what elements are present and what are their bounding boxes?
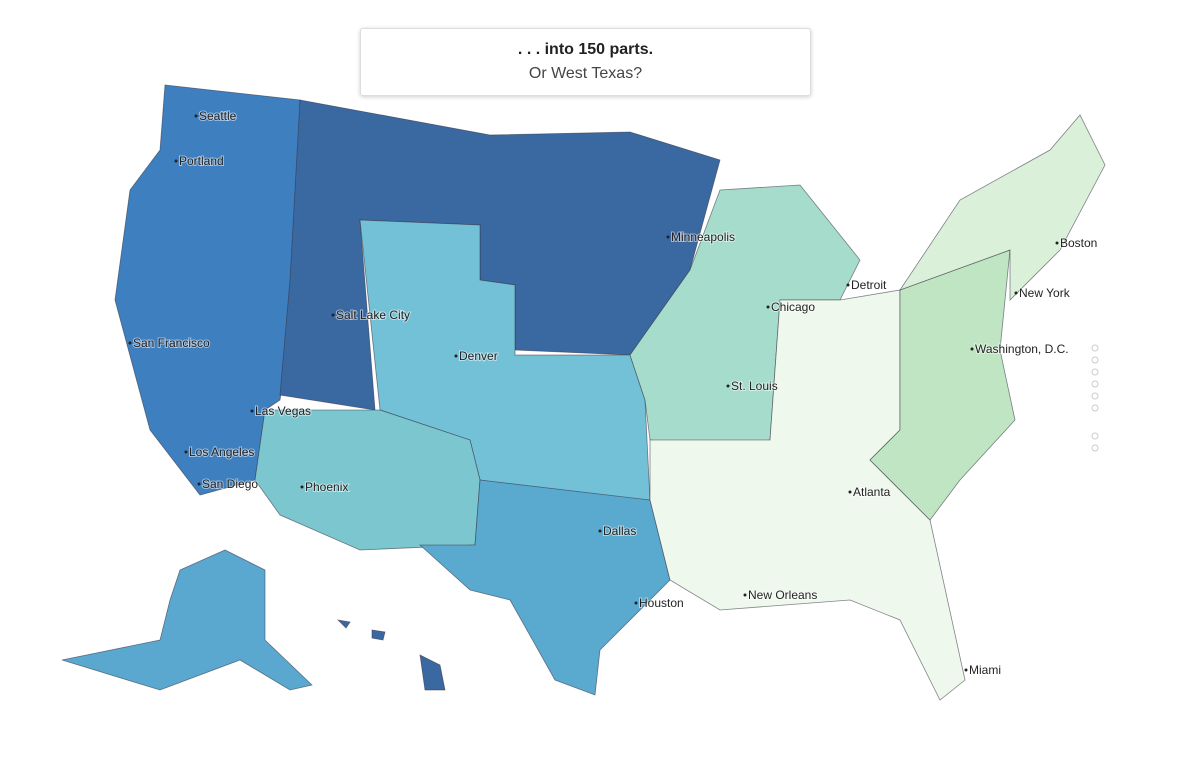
region-hawaii [336,619,351,629]
pager-dot[interactable] [1091,392,1099,400]
caption-title: . . . into 150 parts. [517,41,654,58]
city-dot [1014,291,1018,295]
city-dot [964,668,968,672]
regions [61,84,1106,701]
city-dot [743,593,747,597]
city-label: Houston [639,596,684,610]
city-dot [846,283,850,287]
city-dot [331,313,335,317]
city-label: San Diego [202,477,258,491]
region-hawaii [419,654,446,691]
city-dot [300,485,304,489]
city-dot [250,409,254,413]
city-dot [666,235,670,239]
city-dot [848,490,852,494]
city-dot [454,354,458,358]
city-dot [598,529,602,533]
caption-box: . . . into 150 parts. Or West Texas? [360,28,811,96]
city-dot [194,114,198,118]
pager-dot[interactable] [1091,404,1099,412]
city-label: Portland [179,154,224,168]
city-label: Las Vegas [255,404,311,418]
city-label: Los Angeles [189,445,254,459]
city-label: Denver [459,349,498,363]
region-mid-atlantic [869,249,1016,521]
city-label: Minneapolis [671,230,735,244]
city-dot [634,601,638,605]
city-label: Salt Lake City [336,308,410,322]
city-label: Boston [1060,236,1097,250]
region-hawaii [371,629,386,641]
city-dot [197,482,201,486]
pager [1091,344,1099,452]
city-dot [184,450,188,454]
city-label: Detroit [851,278,887,292]
city-label: Washington, D.C. [975,342,1069,356]
city-label: San Francisco [133,336,210,350]
city-label: Dallas [603,524,636,538]
city-label: St. Louis [731,379,778,393]
city-dot [766,305,770,309]
city-label: Atlanta [853,485,891,499]
city-dot [174,159,178,163]
city-dot [1055,241,1059,245]
caption-subtitle: Or West Texas? [528,65,643,82]
city-label: Phoenix [305,480,348,494]
city-dot [970,347,974,351]
pager-dot[interactable] [1091,432,1099,440]
city-label: Miami [969,663,1001,677]
region-southeast [649,289,966,701]
region-alaska [61,549,313,691]
city-dot [726,384,730,388]
city-label: Seattle [199,109,237,123]
city-label: New York [1019,286,1071,300]
pager-dot[interactable] [1091,380,1099,388]
pager-dot[interactable] [1091,444,1099,452]
region-northeast [898,114,1106,301]
pager-dot[interactable] [1091,368,1099,376]
city-label: Chicago [771,300,815,314]
city-dot [128,341,132,345]
pager-dot[interactable] [1091,344,1099,352]
pager-dot[interactable] [1091,356,1099,364]
city-labels: Seattle Portland Minneapolis Boston Detroit C… [128,108,1098,678]
city-label: New Orleans [748,588,817,602]
